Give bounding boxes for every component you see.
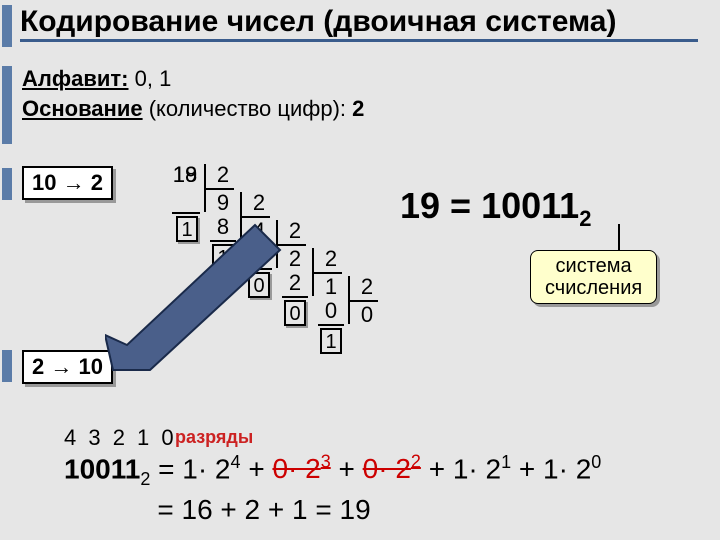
div-n3: 2 <box>280 246 310 272</box>
div-s2: 4 <box>244 242 274 268</box>
page-title: Кодирование чисел (двоичная система) <box>20 5 698 42</box>
tag-2-to-10: 2 → 10 <box>22 350 113 384</box>
div-d3: 2 <box>316 246 346 272</box>
div-r1: 1 <box>212 244 234 270</box>
alphabet-label: Алфавит: <box>22 66 129 91</box>
div-s1: 8 <box>208 214 238 240</box>
callout-box: система счисления <box>530 250 657 304</box>
exp-line2: = 16 + 2 + 1 = 19 <box>157 494 370 525</box>
base-line: Основание (количество цифр): 2 <box>22 96 364 122</box>
div-r3: 0 <box>284 300 306 326</box>
exp-lhs: 10011 <box>64 453 140 484</box>
result-text: 19 = 10011 <box>400 185 579 226</box>
div-d2: 2 <box>280 218 310 244</box>
base-value: 2 <box>352 96 364 121</box>
div-n1: 9 <box>208 190 238 216</box>
alphabet-value: 0, 1 <box>135 66 172 91</box>
arrow-icon <box>105 205 305 375</box>
accent-bar <box>2 168 12 200</box>
callout-pointer <box>618 224 620 250</box>
digits-label: разряды <box>175 427 253 448</box>
accent-bar <box>2 66 12 144</box>
div-r4: 1 <box>320 328 342 354</box>
callout-line1: система <box>545 255 642 277</box>
div-final: 0 <box>352 302 382 328</box>
accent-bar <box>2 5 12 47</box>
base-label: Основание <box>22 96 143 121</box>
result-equation: 19 = 100112 <box>400 185 591 232</box>
base-paren: (количество цифр): <box>149 96 346 121</box>
div-d1: 2 <box>244 190 274 216</box>
div-r0: 1 <box>176 216 198 242</box>
callout-line2: счисления <box>545 277 642 299</box>
term-0-22: 0· 22 <box>363 453 421 484</box>
result-sub: 2 <box>579 206 591 231</box>
expansion: 100112 = 1· 24 + 0· 23 + 0· 22 + 1· 21 +… <box>64 450 601 529</box>
div-d4: 2 <box>352 274 382 300</box>
div-r2: 0 <box>248 272 270 298</box>
div-s4: 0 <box>316 298 346 324</box>
div-d0: 2 <box>208 162 238 188</box>
div-s0: 18 <box>170 162 200 188</box>
div-n4: 1 <box>316 274 346 300</box>
digit-positions: 4 3 2 1 0 <box>64 425 177 451</box>
alphabet-line: Алфавит: 0, 1 <box>22 66 171 92</box>
tag-10-to-2: 10 → 2 <box>22 166 113 200</box>
div-n2: 4 <box>244 218 274 244</box>
div-s3: 2 <box>280 270 310 296</box>
accent-bar <box>2 350 12 382</box>
term-0-23: 0· 23 <box>272 453 330 484</box>
